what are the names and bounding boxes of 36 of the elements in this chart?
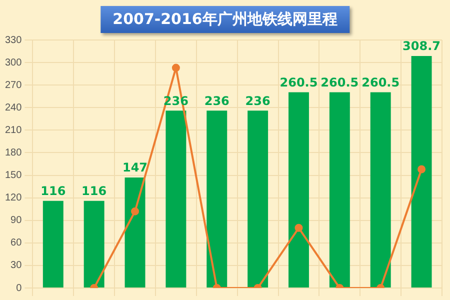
point	[172, 64, 180, 72]
bar	[124, 178, 146, 288]
y-tick-label: 30	[10, 260, 22, 272]
bar	[288, 92, 309, 288]
data-label: 236	[204, 94, 230, 108]
data-label: 236	[245, 94, 270, 108]
y-tick-label: 300	[4, 57, 22, 68]
y-tick-label: 0	[16, 282, 22, 294]
y-tick-label: 60	[10, 238, 22, 249]
bar	[84, 200, 104, 288]
data-label: 116	[82, 184, 107, 198]
y-tick-label: 150	[4, 170, 22, 182]
bar	[329, 92, 350, 288]
point	[418, 165, 426, 174]
point	[131, 207, 140, 216]
y-tick-label: 210	[4, 124, 22, 136]
point	[294, 224, 303, 232]
y-tick-label: 330	[4, 34, 22, 46]
chart-title: 2007-2016年广州地铁线网里程	[100, 6, 350, 33]
bar	[206, 110, 228, 288]
data-label: 116	[40, 184, 66, 198]
data-label: 260.5	[280, 75, 318, 90]
y-tick-label: 120	[4, 192, 22, 204]
bar	[248, 110, 268, 288]
bar	[166, 110, 186, 288]
bar	[411, 56, 432, 288]
bar	[370, 92, 391, 288]
data-label: 147	[122, 160, 148, 175]
bar	[42, 200, 64, 288]
data-label: 308.7	[402, 39, 441, 54]
y-tick-label: 240	[4, 102, 22, 114]
y-tick-label: 180	[4, 147, 22, 158]
y-tick-label: 270	[4, 80, 22, 91]
y-tick-label: 90	[10, 215, 22, 226]
data-label: 260.5	[320, 75, 359, 90]
data-label: 260.5	[362, 75, 400, 90]
